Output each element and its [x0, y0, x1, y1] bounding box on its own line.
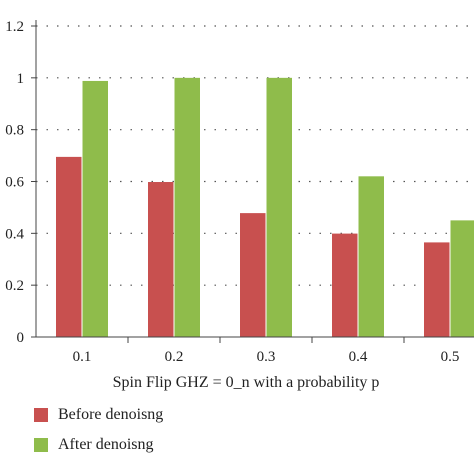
bar-before-0.5 — [424, 242, 450, 337]
x-tick-label: 0.3 — [257, 349, 276, 365]
legend-label-after: After denoisng — [58, 436, 154, 453]
bar-after-0.3 — [266, 77, 292, 337]
legend-swatch-before — [34, 408, 48, 422]
x-tick-labels: 0.1 0.2 0.3 0.4 0.5 — [73, 349, 460, 365]
y-tick-label: 0 — [17, 330, 25, 346]
bar-after-0.1 — [82, 80, 108, 338]
x-tick-label: 0.1 — [73, 349, 92, 365]
bar-before-0.3 — [240, 213, 266, 337]
y-tick-label: 1 — [17, 71, 25, 87]
legend-label-before: Before denoisng — [58, 406, 164, 423]
legend-item-before: Before denoisng — [34, 404, 163, 426]
bar-after-0.5 — [450, 220, 474, 337]
legend: Before denoisng After denoisng — [34, 404, 163, 464]
y-tick-label: 0.4 — [5, 226, 24, 242]
axes — [31, 20, 474, 343]
bar-after-0.4 — [358, 176, 384, 337]
legend-item-after: After denoisng — [34, 434, 163, 456]
bar-before-0.1 — [56, 156, 82, 337]
y-tick-label: 1.2 — [5, 19, 24, 35]
bar-before-0.4 — [332, 233, 358, 337]
x-axis-label: Spin Flip GHZ = 0_n with a probability p — [113, 374, 380, 391]
y-tick-label: 0.8 — [5, 123, 24, 139]
bar-after-0.2 — [174, 77, 200, 337]
y-tick-labels: 0 0.2 0.4 0.6 0.8 1 1.2 — [5, 19, 24, 346]
y-tick-label: 0.2 — [5, 278, 24, 294]
bar-before-0.2 — [148, 182, 174, 337]
legend-swatch-after — [34, 438, 48, 452]
bars — [56, 77, 474, 338]
x-tick-label: 0.2 — [165, 349, 184, 365]
x-tick-label: 0.5 — [441, 349, 460, 365]
y-tick-label: 0.6 — [5, 175, 24, 191]
x-tick-label: 0.4 — [349, 349, 368, 365]
